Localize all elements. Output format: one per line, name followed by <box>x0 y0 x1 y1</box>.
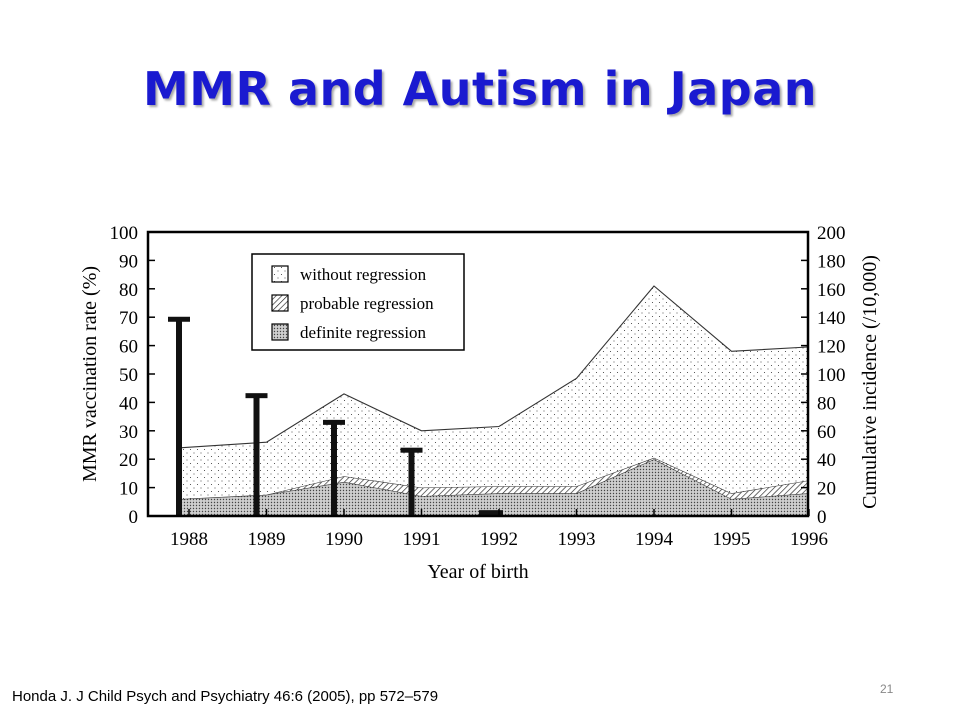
y-right-tick-label: 160 <box>817 280 846 301</box>
slide-number: 21 <box>880 682 894 696</box>
legend: without regression probable regression def… <box>251 253 465 351</box>
y-left-tick-label: 70 <box>119 308 138 329</box>
vaccination-bar-1988 <box>168 316 190 516</box>
legend-label: without regression <box>300 265 427 284</box>
y-left-tick-label: 100 <box>110 223 139 244</box>
area-probable-regression <box>180 457 808 499</box>
y-right-tick-label: 0 <box>817 507 827 528</box>
legend-swatch <box>271 265 289 283</box>
y-left-tick-label: 0 <box>129 507 139 528</box>
y-right-tick-label: 200 <box>817 223 846 244</box>
y-left-tick-label: 60 <box>119 337 138 358</box>
x-tick-label: 1996 <box>790 529 828 550</box>
y-right-tick-label: 20 <box>817 479 836 500</box>
y-right-tick-label: 40 <box>817 450 836 471</box>
x-axis-label: Year of birth <box>427 561 528 583</box>
slide-title: MMR and Autism in Japan <box>142 62 818 116</box>
citation: Honda J. J Child Psych and Psychiatry 46… <box>12 688 439 705</box>
vaccination-bar-1991 <box>400 447 423 516</box>
y-axis-right-label: Cumulative incidence (/10,000) <box>859 255 881 509</box>
x-tick-label: 1988 <box>170 529 208 550</box>
y-right-tick-label: 180 <box>817 251 846 272</box>
x-tick-label: 1989 <box>248 529 286 550</box>
x-tick-label: 1992 <box>480 529 518 550</box>
y-right-tick-label: 140 <box>817 308 846 329</box>
vaccination-bar-1989 <box>245 393 268 516</box>
legend-swatch <box>271 294 289 312</box>
legend-swatch <box>271 323 289 341</box>
x-tick-label: 1990 <box>325 529 363 550</box>
legend-label: probable regression <box>300 294 434 313</box>
vaccination-bar-1990 <box>323 419 345 516</box>
y-right-tick-label: 100 <box>817 365 846 386</box>
y-left-tick-label: 50 <box>119 365 138 386</box>
y-left-tick-label: 30 <box>119 422 138 443</box>
y-left-tick-label: 40 <box>119 393 138 414</box>
y-axis-left-label: MMR vaccination rate (%) <box>79 266 101 482</box>
vaccination-bar-1992 <box>479 510 503 516</box>
y-right-tick-label: 60 <box>817 422 836 443</box>
y-right-tick-label: 120 <box>817 337 846 358</box>
x-tick-label: 1991 <box>403 529 441 550</box>
legend-label: definite regression <box>300 323 427 342</box>
y-left-tick-label: 80 <box>119 280 138 301</box>
x-tick-label: 1993 <box>558 529 596 550</box>
x-tick-label: 1995 <box>713 529 751 550</box>
y-left-tick-label: 10 <box>119 479 138 500</box>
x-tick-label: 1994 <box>635 529 674 550</box>
y-right-tick-label: 80 <box>817 393 836 414</box>
line-without-regression <box>179 285 809 449</box>
y-left-tick-label: 90 <box>119 251 138 272</box>
y-left-tick-label: 20 <box>119 450 138 471</box>
